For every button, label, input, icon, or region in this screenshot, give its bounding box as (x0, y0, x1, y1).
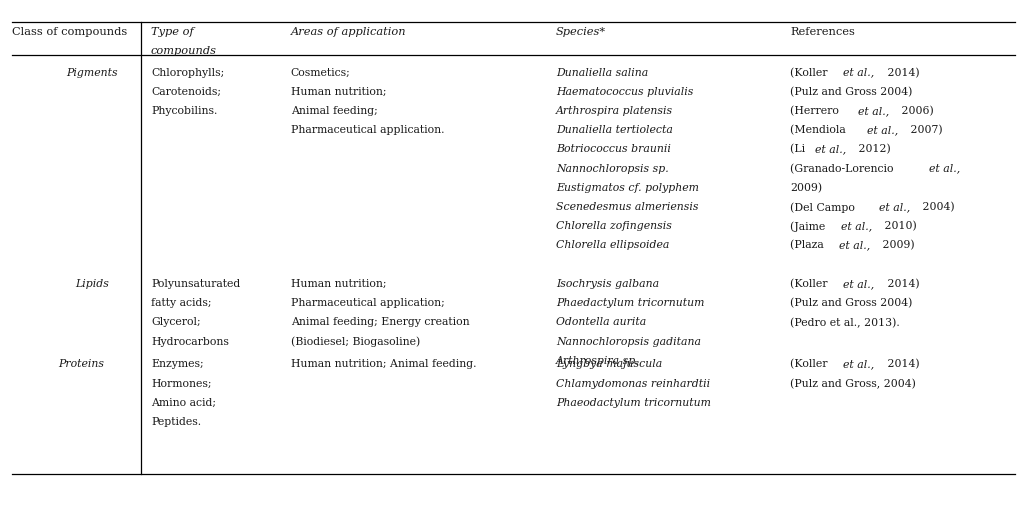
Text: Proteins: Proteins (58, 359, 104, 370)
Text: Type of: Type of (151, 27, 194, 37)
Text: (Pulz and Gross 2004): (Pulz and Gross 2004) (790, 298, 912, 309)
Text: Phaedactylum tricornutum: Phaedactylum tricornutum (555, 298, 704, 308)
Text: Cosmetics;: Cosmetics; (290, 68, 351, 78)
Text: Human nutrition;: Human nutrition; (290, 87, 386, 97)
Text: 2014): 2014) (882, 359, 918, 370)
Text: Chlamydomonas reinhardtii: Chlamydomonas reinhardtii (555, 379, 709, 389)
Text: Pigments: Pigments (65, 68, 117, 78)
Text: 2007): 2007) (906, 125, 942, 136)
Text: Human nutrition;: Human nutrition; (290, 279, 386, 289)
Text: Human nutrition; Animal feeding.: Human nutrition; Animal feeding. (290, 359, 476, 370)
Text: Dunaliella tertiolecta: Dunaliella tertiolecta (555, 125, 673, 135)
Text: Arthrospira platensis: Arthrospira platensis (555, 106, 673, 116)
Text: (Biodiesel; Biogasoline): (Biodiesel; Biogasoline) (290, 337, 420, 347)
Text: (Pulz and Gross, 2004): (Pulz and Gross, 2004) (790, 379, 915, 389)
Text: Hydrocarbons: Hydrocarbons (151, 337, 228, 347)
Text: Carotenoids;: Carotenoids; (151, 87, 221, 97)
Text: et al.,: et al., (843, 68, 874, 78)
Text: (Herrero: (Herrero (790, 106, 842, 116)
Text: et al.,: et al., (877, 202, 909, 212)
Text: Eustigmatos cf. polyphem: Eustigmatos cf. polyphem (555, 183, 698, 193)
Text: Pharmaceutical application.: Pharmaceutical application. (290, 125, 443, 135)
Text: (Granado-Lorencio: (Granado-Lorencio (790, 164, 897, 174)
Text: Chlorophylls;: Chlorophylls; (151, 68, 224, 78)
Text: Pharmaceutical application;: Pharmaceutical application; (290, 298, 444, 308)
Text: (Pedro et al., 2013).: (Pedro et al., 2013). (790, 317, 900, 328)
Text: 2009): 2009) (878, 241, 914, 251)
Text: (Mendiola: (Mendiola (790, 125, 849, 136)
Text: Areas of application: Areas of application (290, 27, 406, 37)
Text: Amino acid;: Amino acid; (151, 398, 216, 408)
Text: compounds: compounds (151, 46, 217, 56)
Text: 2012): 2012) (854, 144, 890, 155)
Text: Phaeodactylum tricornutum: Phaeodactylum tricornutum (555, 398, 710, 408)
Text: Species*: Species* (555, 27, 605, 37)
Text: 2009): 2009) (790, 183, 821, 193)
Text: Scenedesmus almeriensis: Scenedesmus almeriensis (555, 202, 698, 212)
Text: Haematococcus pluvialis: Haematococcus pluvialis (555, 87, 693, 97)
Text: 2004): 2004) (918, 202, 954, 212)
Text: Phycobilins.: Phycobilins. (151, 106, 217, 116)
Text: Isochrysis galbana: Isochrysis galbana (555, 279, 658, 289)
Text: Odontella aurita: Odontella aurita (555, 317, 645, 328)
Text: 2010): 2010) (880, 221, 916, 231)
Text: (Del Campo: (Del Campo (790, 202, 858, 212)
Text: (Koller: (Koller (790, 68, 830, 78)
Text: et al.,: et al., (866, 125, 898, 135)
Text: 2014): 2014) (882, 68, 918, 78)
Text: Lyngbya majuscula: Lyngbya majuscula (555, 359, 661, 370)
Text: et al.,: et al., (857, 106, 889, 116)
Text: Hormones;: Hormones; (151, 379, 211, 389)
Text: Lipids: Lipids (75, 279, 109, 289)
Text: Glycerol;: Glycerol; (151, 317, 201, 328)
Text: Enzymes;: Enzymes; (151, 359, 204, 370)
Text: et al.,: et al., (840, 221, 871, 231)
Text: Botriococcus braunii: Botriococcus braunii (555, 144, 671, 155)
Text: Nannochloropsis sp.: Nannochloropsis sp. (555, 164, 668, 174)
Text: Animal feeding;: Animal feeding; (290, 106, 377, 116)
Text: Peptides.: Peptides. (151, 417, 201, 427)
Text: Dunaliella salina: Dunaliella salina (555, 68, 647, 78)
Text: Chlorella zofingensis: Chlorella zofingensis (555, 221, 672, 231)
Text: (Koller: (Koller (790, 279, 830, 289)
Text: Arthrospira sp.: Arthrospira sp. (555, 356, 639, 366)
Text: et al.,: et al., (843, 359, 874, 370)
Text: et al.,: et al., (838, 241, 869, 250)
Text: Class of compounds: Class of compounds (12, 27, 127, 37)
Text: et al.,: et al., (814, 144, 845, 155)
Text: Polyunsaturated: Polyunsaturated (151, 279, 240, 289)
Text: Nannochloropsis gaditana: Nannochloropsis gaditana (555, 337, 700, 347)
Text: fatty acids;: fatty acids; (151, 298, 211, 308)
Text: (Jaime: (Jaime (790, 221, 828, 232)
Text: (Koller: (Koller (790, 359, 830, 370)
Text: et al.,: et al., (843, 279, 874, 289)
Text: Animal feeding; Energy creation: Animal feeding; Energy creation (290, 317, 469, 328)
Text: Chlorella ellipsoidea: Chlorella ellipsoidea (555, 241, 668, 250)
Text: et al.,: et al., (927, 164, 959, 174)
Text: 2006): 2006) (898, 106, 933, 116)
Text: 2014): 2014) (882, 279, 918, 289)
Text: (Li: (Li (790, 144, 808, 155)
Text: References: References (790, 27, 855, 37)
Text: (Plaza: (Plaza (790, 241, 827, 251)
Text: (Pulz and Gross 2004): (Pulz and Gross 2004) (790, 87, 912, 97)
